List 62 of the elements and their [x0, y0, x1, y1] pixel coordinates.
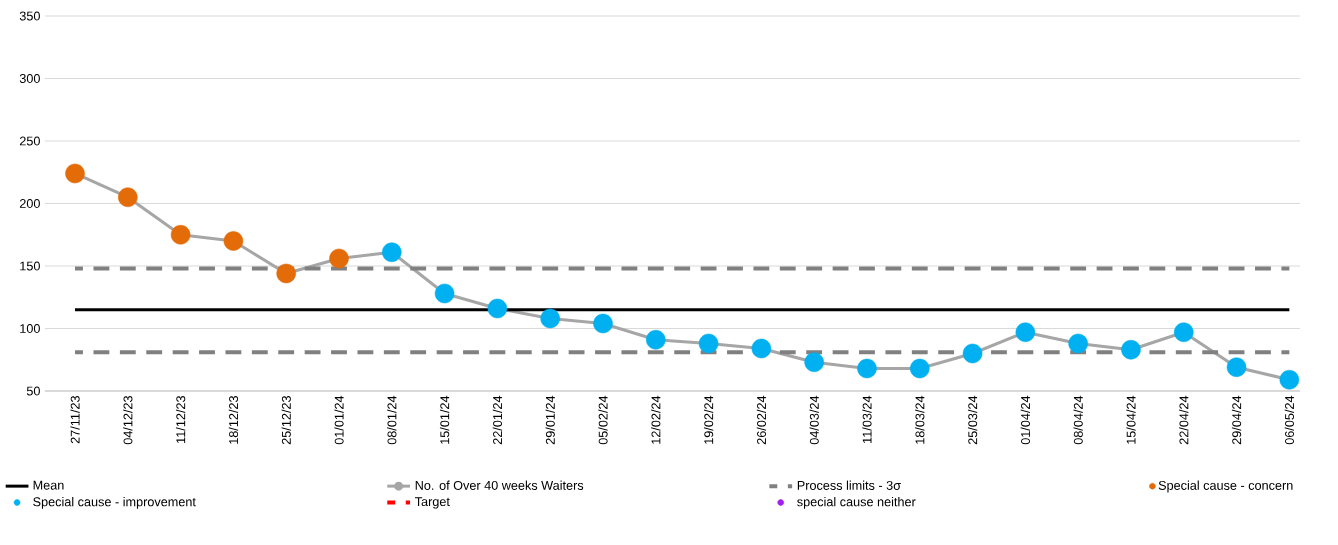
x-tick-label: 15/04/24	[1126, 395, 1136, 444]
x-tick-label: 25/12/23	[281, 396, 291, 445]
x-tick-label: 08/01/24	[387, 395, 397, 445]
x-tick-label: 04/12/23	[123, 396, 133, 445]
point	[1068, 333, 1088, 354]
legend-label: Special cause - concern	[1158, 480, 1293, 493]
point	[646, 329, 666, 350]
x-tick-label: 18/12/23	[228, 396, 239, 444]
point	[698, 333, 719, 354]
x-tick-label: 29/01/24	[545, 395, 555, 445]
x-tick-label: 25/03/24	[967, 395, 978, 445]
point	[118, 187, 138, 207]
x-tick-label: 27/11/23	[70, 396, 80, 444]
y-tick-label: 300	[19, 74, 40, 83]
point	[593, 313, 613, 334]
point	[857, 358, 877, 379]
point	[1279, 369, 1300, 390]
y-tick-label: 200	[19, 199, 40, 208]
x-tick-label: 04/03/24	[809, 395, 819, 445]
legend-label: Mean	[33, 480, 64, 490]
x-tick-label: 18/03/24	[915, 395, 925, 444]
point	[910, 358, 930, 379]
y-tick-label: 50	[26, 386, 40, 396]
point	[65, 163, 85, 184]
x-tick-label: 11/03/24	[862, 395, 872, 443]
x-tick-label: 08/04/24	[1073, 395, 1083, 445]
point	[751, 338, 772, 359]
x-tick-label: 19/02/24	[703, 395, 714, 444]
point	[1173, 322, 1194, 342]
y-tick-label: 100	[20, 324, 40, 333]
x-tick-label: 11/12/23	[175, 396, 186, 443]
y-tick-label: 150	[20, 261, 40, 271]
legend-label: special cause neither	[797, 497, 916, 509]
point	[223, 231, 244, 251]
point	[382, 242, 402, 262]
legend-label: Target	[415, 497, 450, 509]
point	[1015, 322, 1036, 342]
x-tick-label: 22/04/24	[1179, 395, 1189, 445]
y-tick-label: 250	[19, 136, 40, 146]
point	[1226, 357, 1247, 377]
point	[487, 298, 508, 319]
y-tick-label: 350	[19, 11, 40, 21]
point	[170, 224, 191, 245]
x-tick-label: 22/01/24	[492, 395, 503, 445]
x-tick-label: 06/05/24	[1284, 395, 1294, 445]
point	[540, 308, 560, 329]
x-tick-label: 29/04/24	[1231, 395, 1242, 445]
x-tick-label: 01/01/24	[334, 395, 344, 445]
point	[1121, 339, 1141, 360]
point	[804, 352, 824, 372]
x-tick-label: 15/01/24	[439, 395, 450, 444]
x-tick-label: 01/04/24	[1020, 395, 1031, 445]
legend-label: Special cause - improvement	[33, 497, 196, 509]
legend-label: Process limits - 3σ	[797, 480, 901, 490]
point	[276, 263, 296, 284]
x-tick-label: 05/02/24	[598, 395, 608, 445]
point	[434, 283, 455, 304]
x-tick-label: 12/02/24	[651, 395, 661, 444]
point	[329, 248, 349, 269]
x-tick-label: 26/02/24	[756, 395, 767, 445]
point	[962, 343, 983, 364]
legend-label: No. of Over 40 weeks Waiters	[415, 480, 584, 490]
